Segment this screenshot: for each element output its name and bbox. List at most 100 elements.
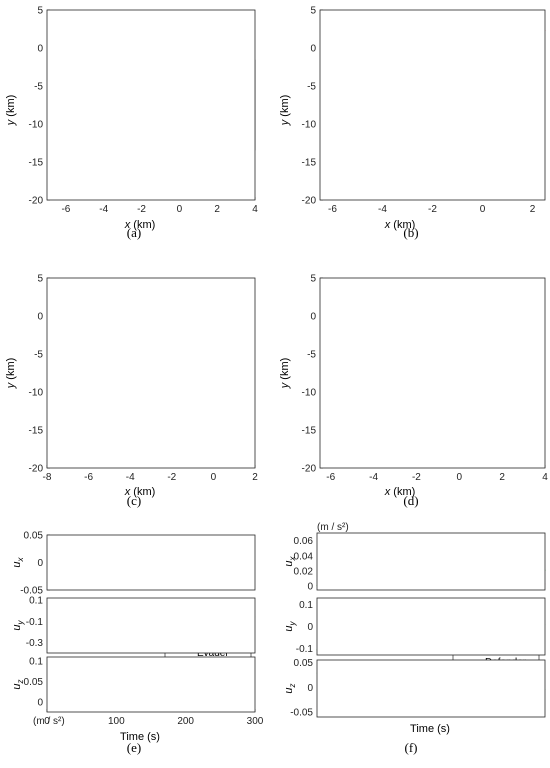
y-tick-label: -15 xyxy=(302,426,317,437)
y-tick-label: -10 xyxy=(302,120,317,131)
y-tick-label: 5 xyxy=(37,274,43,285)
unit-label: (m / s²) xyxy=(33,716,65,727)
x-tick-label: -2 xyxy=(167,472,176,483)
x-tick-label: -2 xyxy=(428,204,437,215)
x-tick-label: 0 xyxy=(211,472,217,483)
y-tick-label: -10 xyxy=(29,388,44,399)
x-tick-label: -4 xyxy=(126,472,135,483)
panel-label: (d) xyxy=(403,493,418,508)
y-tick-label: -15 xyxy=(302,158,317,169)
plot-area-d xyxy=(319,277,546,469)
y-tick-label: 5 xyxy=(37,6,43,17)
y-axis-label: uz xyxy=(11,679,25,689)
y-tick-label: -15 xyxy=(29,426,44,437)
y-axis-label: ux xyxy=(283,555,297,566)
y-axis-label: uy xyxy=(283,620,297,631)
y-tick-label: -20 xyxy=(29,464,44,475)
x-tick-label: -8 xyxy=(43,472,52,483)
x-tick-label: -6 xyxy=(326,472,335,483)
x-tick-label: 200 xyxy=(177,716,194,727)
plot-area-a xyxy=(46,9,256,201)
x-tick-label: -4 xyxy=(369,472,378,483)
x-tick-label: -2 xyxy=(137,204,146,215)
x-axis-label: Time (s) xyxy=(410,723,450,735)
x-tick-label: 0 xyxy=(44,716,50,727)
x-tick-label: -2 xyxy=(412,472,421,483)
x-tick-label: 2 xyxy=(530,204,536,215)
subplot-y xyxy=(46,597,256,654)
y-tick-label: 0 xyxy=(310,44,316,55)
y-tick-label: 0 xyxy=(310,312,316,323)
x-tick-label: 2 xyxy=(214,204,220,215)
y-tick-label: -0.3 xyxy=(26,638,44,649)
panel-label: (b) xyxy=(403,225,418,240)
x-tick-label: -6 xyxy=(328,204,337,215)
y-tick-label: 0.06 xyxy=(294,536,314,547)
panel-label: (e) xyxy=(127,740,141,755)
y-tick-label: 0 xyxy=(37,558,43,569)
y-tick-label: 0 xyxy=(307,683,313,694)
x-tick-label: 4 xyxy=(252,204,258,215)
subplot-x xyxy=(46,534,256,591)
y-tick-label: 0.05 xyxy=(294,658,314,669)
y-axis-label: uz xyxy=(283,683,297,693)
unit-label: (m / s²) xyxy=(317,522,349,533)
y-tick-label: 0 xyxy=(37,312,43,323)
x-tick-label: -6 xyxy=(61,204,70,215)
x-axis-label: x (km) xyxy=(124,486,156,498)
subplot-x xyxy=(316,532,546,591)
x-tick-label: 0 xyxy=(480,204,486,215)
x-tick-label: 2 xyxy=(499,472,505,483)
x-axis-label: x (km) xyxy=(384,486,416,498)
subplot-z xyxy=(316,659,546,718)
x-tick-label: 0 xyxy=(177,204,183,215)
legend-label: Evader xyxy=(197,648,229,659)
x-axis-label: x (km) xyxy=(384,219,416,231)
plot-area-b xyxy=(319,9,546,201)
y-tick-label: -20 xyxy=(302,196,317,207)
y-tick-label: 0.04 xyxy=(294,551,314,562)
y-axis-label: y (km) xyxy=(279,95,291,127)
x-tick-label: -4 xyxy=(378,204,387,215)
x-tick-label: -6 xyxy=(84,472,93,483)
x-tick-label: 0 xyxy=(457,472,463,483)
y-tick-label: 0 xyxy=(307,622,313,633)
y-tick-label: -20 xyxy=(29,196,44,207)
y-tick-label: 0.02 xyxy=(294,567,314,578)
y-tick-label: -0.05 xyxy=(20,586,43,597)
y-tick-label: -5 xyxy=(34,350,43,361)
y-tick-label: -10 xyxy=(29,120,44,131)
x-tick-label: 300 xyxy=(247,716,264,727)
x-tick-label: 100 xyxy=(108,716,125,727)
y-axis-label: y (km) xyxy=(5,358,17,390)
y-tick-label: -10 xyxy=(302,388,317,399)
x-axis-label: x (km) xyxy=(124,219,156,231)
y-axis-label: ux xyxy=(11,556,25,567)
x-tick-label: 4 xyxy=(542,472,548,483)
y-tick-label: 5 xyxy=(310,274,316,285)
y-tick-label: -5 xyxy=(34,82,43,93)
plot-area-c xyxy=(46,277,256,469)
y-tick-label: 0.1 xyxy=(29,596,43,607)
y-tick-label: -20 xyxy=(302,464,317,475)
y-tick-label: 0.05 xyxy=(24,677,44,688)
y-tick-label: -15 xyxy=(29,158,44,169)
y-tick-label: -0.1 xyxy=(296,644,314,655)
y-tick-label: 0.1 xyxy=(29,657,43,668)
y-axis-label: y (km) xyxy=(5,95,17,127)
y-axis-label: y (km) xyxy=(279,358,291,390)
y-tick-label: 5 xyxy=(310,6,316,17)
y-tick-label: 0.05 xyxy=(24,531,44,542)
y-tick-label: 0 xyxy=(37,697,43,708)
y-axis-label: uy xyxy=(11,619,25,630)
y-tick-label: 0 xyxy=(307,582,313,593)
x-axis-label: Time (s) xyxy=(120,731,160,743)
y-tick-label: 0.1 xyxy=(299,600,313,611)
y-tick-label: 0 xyxy=(37,44,43,55)
x-tick-label: -4 xyxy=(99,204,108,215)
subplot-y xyxy=(316,597,546,656)
y-tick-label: -0.05 xyxy=(290,708,313,719)
subplot-z xyxy=(46,656,256,713)
panel-label: (a) xyxy=(127,225,141,240)
